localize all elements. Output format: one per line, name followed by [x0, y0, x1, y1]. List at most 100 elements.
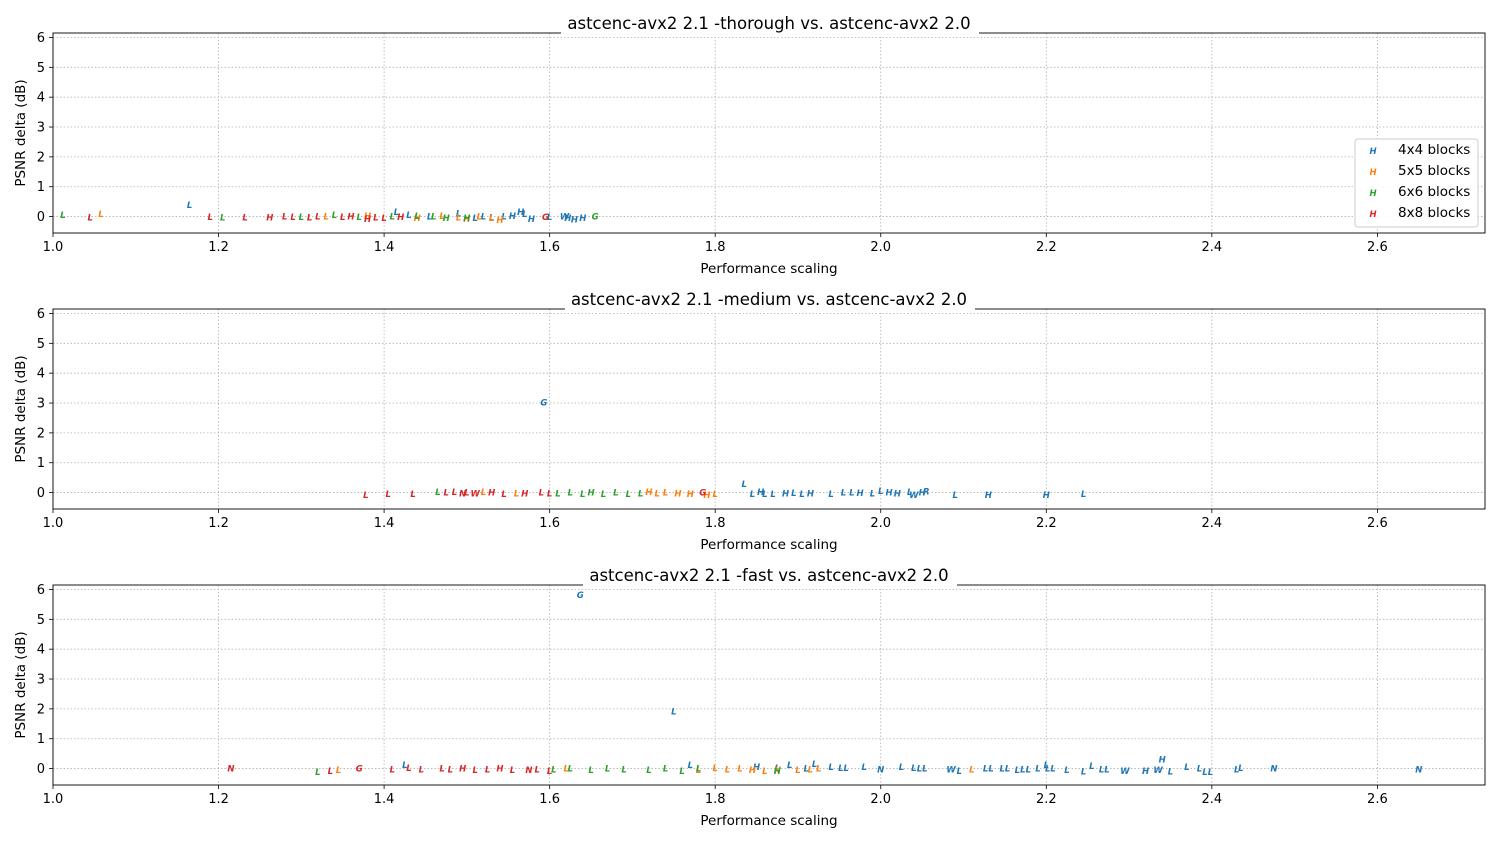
data-point: H	[414, 214, 421, 224]
data-point: L	[477, 213, 482, 223]
data-point: L	[489, 214, 494, 224]
y-tick-label: 4	[37, 367, 45, 382]
x-tick-label: 2.6	[1367, 792, 1388, 807]
y-axis-label: PSNR delta (dB)	[13, 79, 29, 186]
y-tick-label: 4	[37, 643, 45, 658]
data-point: W	[1120, 767, 1130, 777]
legend-entry: H 8x8 blocks	[1369, 205, 1470, 221]
data-point: L	[861, 763, 866, 773]
data-point: L	[485, 765, 490, 775]
subplot-medium: GLL HL L H L L H L L L H L L H H LW HR L H H LL L H L L H H H LL L L L H…	[13, 287, 1486, 553]
data-point: L	[626, 490, 631, 500]
data-point: N	[1415, 765, 1422, 775]
y-tick-label: 2	[37, 702, 45, 717]
plot-area	[53, 309, 1485, 509]
data-point: L	[208, 213, 213, 223]
data-point: L	[522, 210, 527, 220]
data-point: L	[323, 213, 328, 223]
x-tick-label: 2.2	[1036, 516, 1057, 531]
x-tick-label: 1.6	[539, 792, 560, 807]
data-point: L	[646, 766, 651, 776]
x-tick-label: 1.4	[374, 516, 395, 531]
x-tick-label: 1.4	[374, 792, 395, 807]
data-point: H	[807, 489, 814, 499]
data-point: L	[1081, 490, 1086, 500]
data-point: L	[390, 213, 395, 223]
data-point: L	[1168, 768, 1173, 778]
data-point: H	[509, 212, 516, 222]
data-point: H	[463, 215, 470, 225]
data-point: N	[525, 766, 532, 776]
data-point: L	[435, 488, 440, 498]
data-point: LL	[1020, 765, 1031, 775]
title-backdrop	[561, 11, 979, 37]
data-point: N	[227, 765, 234, 775]
data-point: H	[757, 488, 764, 498]
y-tick-label: 3	[37, 121, 45, 136]
data-point: L	[762, 767, 767, 777]
data-point: H	[364, 212, 371, 222]
data-point: L	[539, 489, 544, 499]
data-point: L	[410, 490, 415, 500]
data-point: L	[787, 761, 792, 771]
x-tick-label: 2.0	[870, 516, 891, 531]
y-tick-label: 3	[37, 673, 45, 688]
x-axis-label: Performance scaling	[700, 261, 837, 277]
data-point: H	[645, 488, 652, 498]
data-point: L	[663, 765, 668, 775]
data-point: H	[528, 215, 535, 225]
data-point: H	[266, 213, 273, 223]
data-point: L	[535, 765, 540, 775]
data-point: L	[481, 488, 486, 498]
data-point: L	[551, 765, 556, 775]
plot-area	[53, 585, 1485, 785]
data-point: L	[621, 765, 626, 775]
data-point: L	[613, 489, 618, 499]
data-point: L	[816, 765, 821, 775]
subplot-fast: GLL L H L L L L L LL L N L L LL W L LL LL L LL L LLL L LL LL W H WH…	[13, 563, 1486, 829]
data-point: L	[605, 765, 610, 775]
data-point: L	[439, 765, 444, 775]
data-point: H	[364, 215, 371, 225]
data-point: L	[696, 766, 701, 776]
data-point: L	[712, 764, 717, 774]
data-point: LL	[983, 765, 994, 775]
chart-title: astcenc-avx2 2.1 -thorough vs. astcenc-a…	[567, 14, 970, 33]
data-point: H	[674, 489, 681, 499]
x-axis-ticks: 1.0 1.2 1.4 1.6 1.8 2.0 2.2 2.4 2.6	[43, 785, 1388, 807]
data-point: H	[443, 214, 450, 224]
data-point: H	[885, 489, 892, 499]
title-backdrop	[583, 563, 957, 589]
data-point: G	[699, 489, 706, 499]
data-point: L	[1015, 766, 1020, 776]
data-point: H	[703, 491, 710, 501]
data-point: H	[579, 214, 586, 224]
grid-lines	[52, 309, 1485, 509]
x-tick-label: 2.4	[1202, 240, 1223, 255]
data-point: H	[564, 214, 571, 224]
data-point: H	[687, 490, 694, 500]
chart-title: astcenc-avx2 2.1 -fast vs. astcenc-avx2 …	[589, 566, 948, 585]
data-point: L	[808, 765, 813, 775]
data-point: L	[299, 213, 304, 223]
data-point: L	[750, 490, 755, 500]
legend-marker-4x4: H	[1369, 147, 1376, 157]
subplot-thorough: LL L L L L L L L H HL H L WH H HL L H H L L H L L HL L L L L L L L H H GL…	[13, 11, 1486, 277]
data-point: H	[782, 489, 789, 499]
y-axis-label: PSNR delta (dB)	[13, 355, 29, 462]
legend-label: 5x5 blocks	[1398, 163, 1470, 179]
legend-entry: H 6x6 blocks	[1369, 184, 1470, 200]
data-point: H	[985, 491, 992, 501]
data-point: L	[402, 761, 407, 771]
data-point: L	[501, 490, 506, 500]
data-point: L	[464, 489, 469, 499]
data-point: L	[414, 212, 419, 222]
data-point: L	[357, 213, 362, 223]
data-point: H	[488, 489, 495, 499]
x-tick-label: 1.6	[539, 516, 560, 531]
data-point: L	[1081, 768, 1086, 778]
legend-entry: H 4x4 blocks	[1369, 142, 1470, 158]
data-point: L	[601, 490, 606, 500]
data-point: L	[307, 213, 312, 223]
